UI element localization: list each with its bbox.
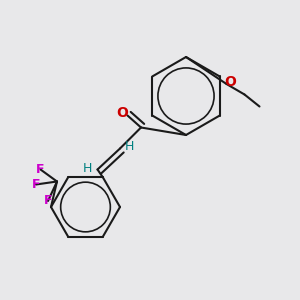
Text: H: H [125,140,134,154]
Text: F: F [36,163,45,176]
Text: O: O [224,75,236,88]
Text: O: O [116,106,128,120]
Text: H: H [83,161,93,175]
Text: F: F [44,194,52,208]
Text: F: F [32,178,40,191]
